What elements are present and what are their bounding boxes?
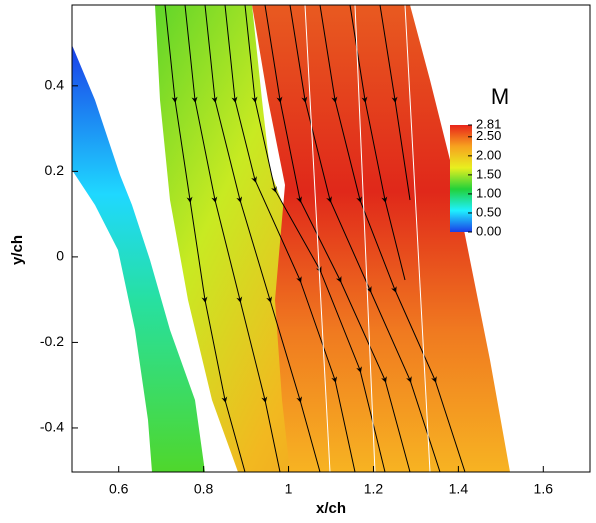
colorbar-title: M <box>491 84 509 109</box>
y-tick-label: 0 <box>56 248 64 264</box>
y-tick-label: 0.2 <box>45 162 65 178</box>
colorbar <box>450 125 472 232</box>
passage-3 <box>252 5 510 472</box>
x-axis-title: x/ch <box>316 500 346 517</box>
x-tick-label: 1.6 <box>534 481 554 497</box>
colorbar-tick-label: 1.50 <box>476 166 501 181</box>
y-axis-title: y/ch <box>9 235 26 265</box>
x-tick-label: 1.2 <box>364 481 384 497</box>
colorbar-tick-label: 2.50 <box>476 128 501 143</box>
y-tick-label: -0.2 <box>40 333 64 349</box>
shock-line <box>354 5 376 472</box>
colorbar-tick-label: 2.81 <box>476 116 501 131</box>
shock-line <box>304 5 331 472</box>
y-tick-label: 0.4 <box>45 77 65 93</box>
plot-frame <box>71 4 591 473</box>
field <box>72 5 510 472</box>
colorbar-tick-label: 2.00 <box>476 147 501 162</box>
x-tick-label: 1.4 <box>449 481 469 497</box>
streamlines <box>164 5 466 472</box>
x-tick-label: 0.8 <box>194 481 214 497</box>
x-tick-label: 0.6 <box>109 481 129 497</box>
colorbar-tick-label: 0.00 <box>476 223 501 238</box>
shock-line <box>404 5 431 472</box>
y-tick-label: -0.4 <box>40 419 64 435</box>
colorbar-tick-label: 1.00 <box>476 185 501 200</box>
x-tick-label: 1 <box>285 481 293 497</box>
colorbar-tick-label: 0.50 <box>476 204 501 219</box>
